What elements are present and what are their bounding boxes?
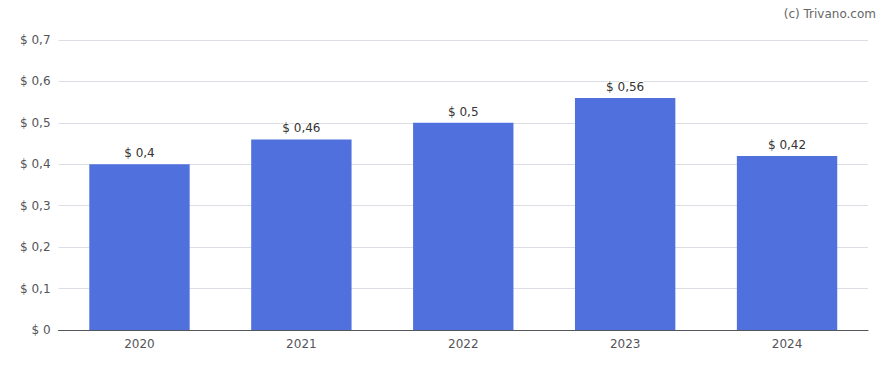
svg-text:2020: 2020 bbox=[124, 337, 155, 351]
svg-text:$ 0,56: $ 0,56 bbox=[606, 80, 644, 94]
svg-text:$ 0,4: $ 0,4 bbox=[124, 146, 155, 160]
svg-text:$ 0,1: $ 0,1 bbox=[20, 282, 51, 296]
svg-text:$ 0,6: $ 0,6 bbox=[20, 74, 51, 88]
svg-text:$ 0,5: $ 0,5 bbox=[20, 116, 51, 130]
svg-text:$ 0,4: $ 0,4 bbox=[20, 157, 51, 171]
svg-text:$ 0,2: $ 0,2 bbox=[20, 240, 51, 254]
svg-text:$ 0,42: $ 0,42 bbox=[768, 138, 806, 152]
svg-text:$ 0,46: $ 0,46 bbox=[282, 121, 320, 135]
svg-text:$ 0,3: $ 0,3 bbox=[20, 199, 51, 213]
svg-text:$ 0,5: $ 0,5 bbox=[448, 105, 479, 119]
svg-text:$ 0: $ 0 bbox=[31, 323, 50, 337]
svg-text:(c) Trivano.com: (c) Trivano.com bbox=[784, 7, 876, 21]
svg-text:2024: 2024 bbox=[772, 337, 803, 351]
svg-text:$ 0,7: $ 0,7 bbox=[20, 33, 51, 47]
svg-text:2023: 2023 bbox=[610, 337, 641, 351]
svg-text:2022: 2022 bbox=[448, 337, 479, 351]
svg-text:2021: 2021 bbox=[286, 337, 317, 351]
